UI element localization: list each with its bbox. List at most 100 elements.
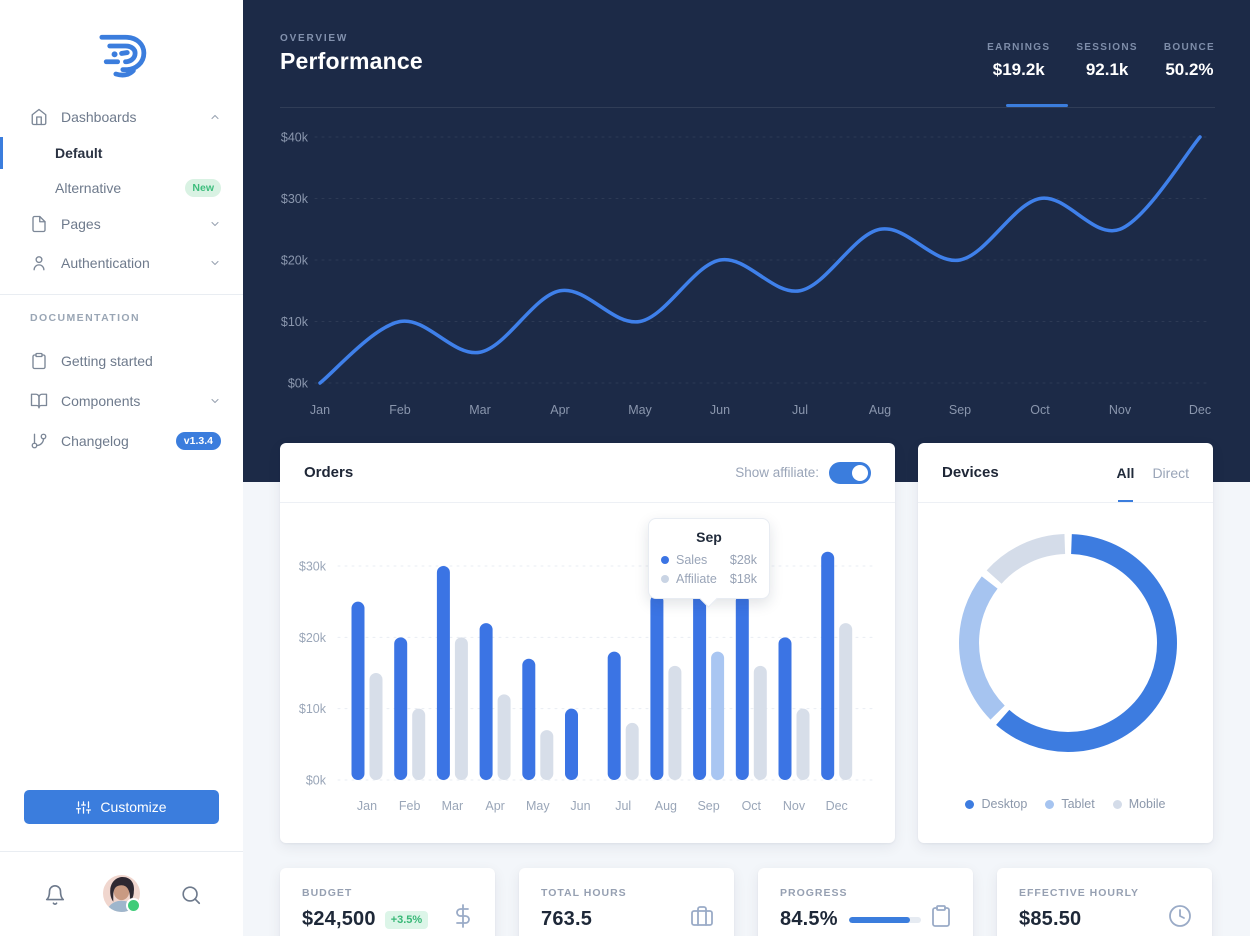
progress-label: PROGRESS xyxy=(780,887,848,899)
x-axis-tick: Mar xyxy=(469,403,491,417)
bar-sales-jan[interactable] xyxy=(351,601,365,780)
legend-label: Desktop xyxy=(981,797,1028,811)
bar-affiliate-apr[interactable] xyxy=(497,694,511,780)
legend-item-mobile[interactable]: Mobile xyxy=(1112,797,1166,811)
clipboard-icon xyxy=(32,352,46,370)
earnings-line-series[interactable] xyxy=(318,135,1202,385)
budget-value: $24,500 xyxy=(302,908,376,930)
y-axis-tick: $10k xyxy=(299,702,327,716)
affiliate-toggle-label: Show affiliate: xyxy=(735,465,819,480)
orders-card-title: Orders xyxy=(304,464,354,481)
budget-label: BUDGET xyxy=(302,887,353,899)
customize-button[interactable]: Customize xyxy=(24,790,219,824)
y-axis-tick: $30k xyxy=(299,560,327,574)
bar-sales-apr[interactable] xyxy=(479,623,493,780)
tooltip-series-value: $18k xyxy=(729,572,757,586)
sidebar-item-getting-started[interactable]: Getting started xyxy=(0,343,243,379)
donut-segment-tablet[interactable] xyxy=(959,534,1177,752)
tooltip-series-label: Affiliate xyxy=(676,572,717,586)
budget-card: BUDGET $24,500 +3.5% xyxy=(280,868,495,936)
stat-earnings-value: $19.2k xyxy=(992,60,1045,79)
y-axis-tick: $20k xyxy=(299,631,327,645)
devices-tabs: All Direct xyxy=(1116,464,1189,502)
bar-sales-aug[interactable] xyxy=(650,594,664,780)
stat-earnings[interactable]: EARNINGS $19.2k xyxy=(987,42,1050,80)
bar-affiliate-mar[interactable] xyxy=(454,637,468,780)
stat-bounce-value: 50.2% xyxy=(1165,60,1214,79)
sidebar-item-default[interactable]: Default xyxy=(0,135,243,171)
stat-sessions-label: SESSIONS xyxy=(1076,42,1138,53)
x-axis-tick: Jul xyxy=(792,403,808,417)
sidebar-item-pages[interactable]: Pages xyxy=(0,206,243,242)
bar-sales-jul[interactable] xyxy=(607,651,621,780)
devices-card-title: Devices xyxy=(942,464,999,481)
mobile-dot-icon xyxy=(1112,799,1122,809)
bar-affiliate-may[interactable] xyxy=(540,730,554,780)
total-hours-label: TOTAL HOURS xyxy=(541,887,627,899)
hero-background xyxy=(243,0,1250,482)
bar-sales-may[interactable] xyxy=(522,658,536,780)
bell-icon[interactable] xyxy=(44,884,66,906)
effective-hourly-card: EFFECTIVE HOURLY $85.50 xyxy=(997,868,1212,936)
affiliate-toggle-switch[interactable] xyxy=(829,461,871,484)
x-axis-tick: Apr xyxy=(550,403,569,417)
bar-sales-mar[interactable] xyxy=(436,566,450,780)
bar-sales-feb[interactable] xyxy=(394,637,408,780)
x-axis-tick: Jun xyxy=(570,799,590,813)
new-badge: New xyxy=(185,179,221,197)
bar-sales-nov[interactable] xyxy=(778,637,792,780)
stat-sessions[interactable]: SESSIONS 92.1k xyxy=(1076,42,1138,80)
bar-affiliate-oct[interactable] xyxy=(753,665,767,780)
donut-segment-desktop[interactable] xyxy=(959,534,1177,752)
toggle-knob xyxy=(852,464,868,481)
sidebar-item-changelog[interactable]: Changelog v1.3.4 xyxy=(0,423,243,459)
bar-sales-oct[interactable] xyxy=(735,594,749,780)
bar-affiliate-feb[interactable] xyxy=(412,708,426,780)
user-avatar[interactable] xyxy=(103,875,141,913)
stat-earnings-label: EARNINGS xyxy=(987,42,1051,53)
bar-affiliate-nov[interactable] xyxy=(796,708,810,780)
y-axis-tick: $0k xyxy=(306,774,327,788)
sidebar-item-components[interactable]: Components xyxy=(0,383,243,419)
legend-item-tablet[interactable]: Tablet xyxy=(1045,797,1095,811)
sidebar-item-authentication[interactable]: Authentication xyxy=(0,245,243,281)
stat-bounce[interactable]: BOUNCE 50.2% xyxy=(1164,42,1215,80)
sales-dot-icon xyxy=(661,556,669,564)
total-hours-value: 763.5 xyxy=(541,908,593,930)
tab-direct[interactable]: Direct xyxy=(1152,464,1189,481)
version-badge: v1.3.4 xyxy=(175,432,221,450)
bar-affiliate-sep[interactable] xyxy=(711,651,725,780)
tooltip-series-label: Sales xyxy=(676,553,708,567)
tooltip-row-affiliate: Affiliate $18k xyxy=(661,572,757,586)
effective-hourly-value: $85.50 xyxy=(1019,908,1082,930)
performance-line-chart: $0k $10k $20k $30k $40k Jan Feb Mar Apr May Jun Jul… xyxy=(281,131,1211,418)
x-axis-tick: Apr xyxy=(485,799,504,813)
total-hours-card: TOTAL HOURS 763.5 xyxy=(519,868,734,936)
bar-affiliate-dec[interactable] xyxy=(839,623,853,780)
bar-affiliate-jul[interactable] xyxy=(625,722,639,780)
legend-label: Mobile xyxy=(1128,797,1166,811)
y-axis-tick: $40k xyxy=(281,131,309,145)
x-axis-tick: May xyxy=(628,403,652,417)
legend-item-desktop[interactable]: Desktop xyxy=(965,797,1027,811)
sidebar-item-alternative[interactable]: Alternative New xyxy=(0,170,243,206)
tab-all[interactable]: All xyxy=(1116,464,1135,502)
bar-sales-sep[interactable] xyxy=(693,580,707,780)
x-axis-tick: Jan xyxy=(357,799,377,813)
legend-label: Tablet xyxy=(1061,797,1095,811)
stat-bounce-label: BOUNCE xyxy=(1163,42,1215,53)
bar-affiliate-jan[interactable] xyxy=(369,673,383,780)
tooltip-row-sales: Sales $28k xyxy=(661,553,757,567)
orders-bar-chart: $0k $10k $20k $30k Jan Feb Mar Apr May Jun Jul Aug S… xyxy=(299,551,873,813)
x-axis-tick: Jun xyxy=(710,403,730,417)
bar-sales-dec[interactable] xyxy=(821,551,835,780)
sidebar-item-dashboards[interactable]: Dashboards xyxy=(0,99,243,135)
bar-affiliate-aug[interactable] xyxy=(668,665,682,780)
dollar-icon xyxy=(456,904,470,928)
chevron-down-icon xyxy=(211,260,219,266)
bar-sales-jun[interactable] xyxy=(565,708,578,780)
search-icon[interactable] xyxy=(180,884,202,906)
app-logo-icon[interactable] xyxy=(94,24,150,82)
active-stat-indicator xyxy=(1006,104,1068,107)
